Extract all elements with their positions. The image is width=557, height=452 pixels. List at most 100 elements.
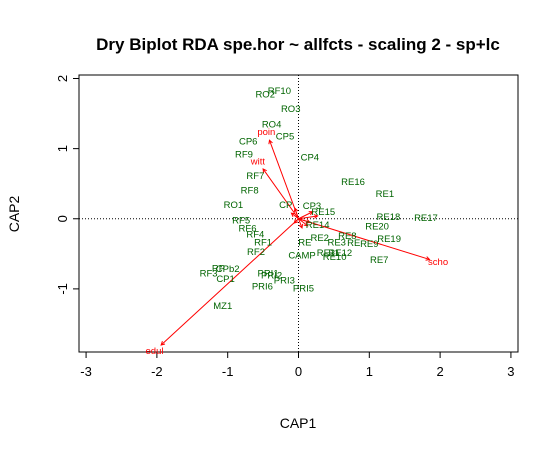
- x-tick-label: -2: [151, 364, 163, 379]
- site-label: RE10: [323, 252, 347, 263]
- x-tick-label: 0: [295, 364, 302, 379]
- y-axis-label: CAP2: [6, 196, 22, 233]
- env-arrow: [293, 207, 299, 219]
- env-arrow-label: edul: [146, 346, 164, 357]
- site-label: RE20: [365, 221, 389, 232]
- site-label: RE18: [377, 212, 401, 223]
- site-label: RE2: [310, 233, 328, 244]
- site-label: RF9: [235, 150, 253, 161]
- env-arrow-label: scho: [428, 257, 448, 268]
- env-arrow: [293, 218, 299, 224]
- env-arrow-line: [269, 140, 299, 219]
- x-axis-label: CAP1: [280, 415, 317, 431]
- site-label: PRI1: [257, 268, 278, 279]
- env-arrow-line: [262, 168, 299, 220]
- env-arrow: [298, 214, 319, 220]
- x-axis: -3 -2 -1 0 1 2 3: [80, 351, 515, 379]
- site-label: CP5: [276, 132, 294, 143]
- env-arrow-head: [308, 211, 314, 216]
- x-tick-label: -1: [222, 364, 234, 379]
- site-label: RE7: [370, 255, 388, 266]
- site-label: RE1: [376, 189, 394, 200]
- site-label: RF2: [247, 247, 265, 258]
- site-label: RF8: [241, 186, 259, 197]
- site-label: CP: [279, 200, 292, 211]
- env-arrow-head: [268, 139, 273, 145]
- env-arrow-line: [291, 212, 299, 220]
- env-arrow: [298, 211, 314, 220]
- env-arrow-label: poin: [257, 127, 275, 138]
- env-arrow: [298, 218, 309, 227]
- env-arrow: poin: [257, 127, 299, 219]
- site-label: RE15: [311, 207, 335, 218]
- env-arrow-head: [298, 223, 304, 229]
- env-arrow-line: [298, 218, 310, 223]
- x-tick-label: 1: [366, 364, 373, 379]
- site-label: PRI6: [252, 282, 273, 293]
- site-label: RF10: [268, 86, 291, 97]
- x-tick-label: -3: [80, 364, 92, 379]
- reference-lines: [79, 75, 518, 352]
- site-label: CP6: [239, 136, 257, 147]
- env-arrow-head: [303, 221, 309, 227]
- site-label: RE14: [306, 220, 330, 231]
- env-arrow-line: [298, 218, 309, 227]
- site-label: MZ1: [213, 301, 232, 312]
- site-label: RF4: [246, 230, 264, 241]
- site-label: RO4: [262, 120, 282, 131]
- y-tick-label: -1: [55, 283, 70, 295]
- site-label: RE8: [338, 231, 356, 242]
- chart-title: Dry Biplot RDA spe.hor ~ allfcts - scali…: [96, 35, 500, 54]
- site-label: RF7: [246, 171, 264, 182]
- site-label: PRI5: [293, 284, 314, 295]
- site-label: RE19: [377, 234, 401, 245]
- site-label: RE3: [327, 237, 345, 248]
- site-label: RO1: [224, 200, 244, 211]
- env-arrow-head: [262, 168, 267, 174]
- env-arrow: [290, 212, 299, 220]
- site-label: RE12: [328, 248, 352, 259]
- env-arrow-head: [313, 214, 319, 219]
- site-label: RF6: [239, 223, 257, 234]
- env-arrow-line: [298, 215, 318, 220]
- site-label: CPb2: [216, 264, 240, 275]
- site-label: RE17: [414, 213, 438, 224]
- env-arrow: [298, 218, 311, 224]
- env-arrow-head: [290, 212, 296, 218]
- site-label: PRI3: [274, 275, 295, 286]
- env-arrow-line: [298, 218, 303, 229]
- env-arrow-line: [298, 211, 313, 220]
- site-label: CP1: [216, 274, 234, 285]
- env-arrow: edul: [146, 218, 299, 357]
- env-arrow-head: [425, 256, 431, 261]
- environment-arrows: poin witt edul scho: [146, 127, 449, 357]
- site-label: RE9: [360, 239, 378, 250]
- site-label: RE: [347, 238, 360, 249]
- env-arrow-line: [160, 218, 299, 346]
- env-arrow: [298, 218, 304, 229]
- y-tick-label: 1: [55, 145, 70, 152]
- site-label: RE16: [341, 177, 365, 188]
- x-tick-label: 3: [507, 364, 514, 379]
- env-arrow-line: [298, 218, 430, 260]
- env-arrow-line: [294, 208, 299, 219]
- env-arrow-head: [160, 341, 166, 346]
- site-label: RE11: [317, 248, 340, 259]
- y-tick-label: 0: [55, 215, 70, 222]
- env-arrow: witt: [250, 157, 299, 220]
- site-label: RO3: [281, 104, 301, 115]
- site-label: PRI2: [261, 270, 282, 281]
- y-axis: -1 0 1 2: [55, 75, 80, 295]
- x-tick-label: 2: [436, 364, 443, 379]
- y-tick-label: 2: [55, 75, 70, 82]
- site-label: RP: [212, 263, 225, 274]
- site-label: CP4: [301, 153, 319, 164]
- site-label: RF1: [254, 237, 272, 248]
- site-label: RF5: [232, 216, 250, 227]
- env-arrow-head: [305, 219, 311, 224]
- site-label: CAMP: [288, 251, 315, 262]
- env-arrow-head: [293, 207, 299, 213]
- env-arrow-label: witt: [250, 157, 266, 168]
